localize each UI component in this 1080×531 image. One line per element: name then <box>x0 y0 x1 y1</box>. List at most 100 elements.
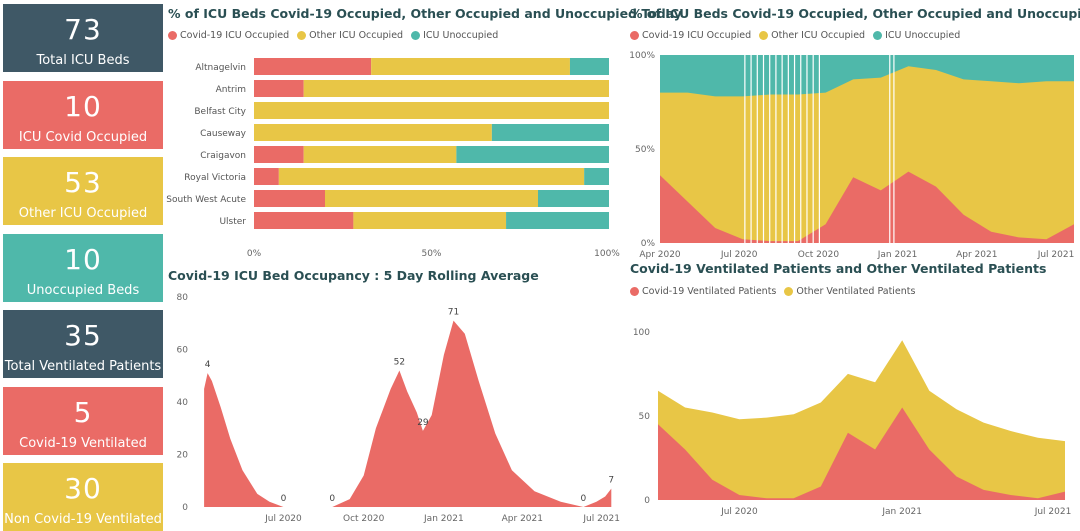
bar-category-label: Ulster <box>219 217 246 227</box>
chart-title-trend: % of ICU Beds Covid-19 Occupied, Other O… <box>630 6 1080 21</box>
kpi-value: 5 <box>73 395 93 429</box>
bar-segment-covid <box>254 80 304 97</box>
kpi-card: 10 Unoccupied Beds <box>3 233 163 302</box>
bar-category-label: South West Acute <box>166 195 246 205</box>
x-tick-label: Jul 2021 <box>1037 250 1075 260</box>
bar-segment-unocc <box>569 58 609 75</box>
chart-title-ventilated: Covid-19 Ventilated Patients and Other V… <box>630 261 1047 276</box>
bar-segment-other <box>371 58 570 75</box>
legend-ventilated: Covid-19 Ventilated Patients Other Venti… <box>630 286 915 297</box>
bar-segment-unocc <box>506 212 609 229</box>
x-tick-label: Jan 2021 <box>423 514 464 524</box>
data-label: 0 <box>329 494 335 504</box>
x-tick-label: Jan 2021 <box>877 250 918 260</box>
y-tick-label: 40 <box>177 398 189 408</box>
legend-item-unocc[interactable]: ICU Unoccupied <box>411 30 498 41</box>
kpi-card: 10 ICU Covid Occupied <box>3 80 163 149</box>
legend-item-unocc[interactable]: ICU Unoccupied <box>873 30 960 41</box>
kpi-card: 73 Total ICU Beds <box>3 4 163 72</box>
bar-segment-other <box>278 168 585 185</box>
data-label: 0 <box>580 494 586 504</box>
kpi-label: Unoccupied Beds <box>26 282 140 298</box>
kpi-label: Total ICU Beds <box>36 53 130 68</box>
x-tick-label: 0% <box>247 249 262 259</box>
legend-item-covid-vent[interactable]: Covid-19 Ventilated Patients <box>630 286 776 297</box>
area-other-ventilated <box>658 340 1065 500</box>
y-tick-label: 60 <box>177 346 189 356</box>
kpi-card: 53 Other ICU Occupied <box>3 157 163 225</box>
kpi-label: Other ICU Occupied <box>18 206 148 221</box>
y-tick-label: 0% <box>641 239 656 249</box>
chart-icu-trend: 0% 50% 100% Apr 2020 Jul 2020 Oct 2020 Jan 202… <box>629 51 1075 260</box>
bar-segment-other <box>325 190 538 207</box>
bar-segment-covid <box>254 146 304 163</box>
bar-category-label: Belfast City <box>194 107 246 117</box>
data-label: 52 <box>394 358 405 368</box>
x-tick-label: Apr 2020 <box>639 250 681 260</box>
legend-item-covid[interactable]: Covid-19 ICU Occupied <box>630 30 751 41</box>
kpi-value: 53 <box>64 166 102 199</box>
bar-segment-other <box>303 80 609 97</box>
legend-item-other-vent[interactable]: Other Ventilated Patients <box>784 286 915 297</box>
bar-segment-other <box>254 124 492 141</box>
x-tick-label: Apr 2021 <box>956 250 997 260</box>
bar-segment-covid <box>254 212 354 229</box>
chart-icu-today: Altnagelvin Antrim Belfast City Causeway Cra… <box>166 58 620 259</box>
chart-title-rolling: Covid-19 ICU Bed Occupancy : 5 Day Rolli… <box>168 268 539 283</box>
area-covid-ventilated <box>658 407 1065 500</box>
bar-category-label: Royal Victoria <box>184 173 246 183</box>
kpi-card: 5 Covid-19 Ventilated <box>3 386 163 455</box>
chart-title-today: % of ICU Beds Covid-19 Occupied, Other O… <box>168 6 682 21</box>
y-tick-label: 80 <box>177 293 189 303</box>
bar-category-label: Craigavon <box>200 151 246 161</box>
x-tick-label: Oct 2020 <box>343 514 385 524</box>
bar-segment-covid <box>254 58 372 75</box>
legend-trend: Covid-19 ICU Occupied Other ICU Occupied… <box>630 30 960 41</box>
y-tick-label: 20 <box>177 451 189 461</box>
bar-segment-covid <box>254 190 325 207</box>
legend-item-other[interactable]: Other ICU Occupied <box>759 30 865 41</box>
area-covid-rolling <box>204 320 612 507</box>
x-tick-label: 100% <box>594 249 620 259</box>
kpi-value: 35 <box>64 319 102 352</box>
x-tick-label: Oct 2020 <box>798 250 840 260</box>
x-tick-label: Jul 2020 <box>720 507 758 517</box>
x-tick-label: Jul 2020 <box>264 514 302 524</box>
x-tick-label: Jul 2021 <box>582 514 620 524</box>
y-tick-label: 0 <box>182 503 188 513</box>
x-tick-label: Jan 2021 <box>881 507 922 517</box>
bar-segment-other <box>353 212 507 229</box>
legend-item-other[interactable]: Other ICU Occupied <box>297 30 403 41</box>
x-tick-label: 50% <box>421 249 441 259</box>
kpi-value: 30 <box>64 472 102 505</box>
chart-rolling-average: 0 20 40 60 80 Jul 2020 Oct 2020 Jan 2021 Apr 202… <box>177 293 620 524</box>
data-label: 7 <box>608 476 614 486</box>
kpi-value: 73 <box>64 13 102 46</box>
kpi-value: 10 <box>64 242 102 276</box>
bar-category-label: Altnagelvin <box>195 63 246 73</box>
y-tick-label: 50% <box>635 145 655 155</box>
bar-category-label: Antrim <box>216 85 246 95</box>
kpi-label: Covid-19 Ventilated <box>19 435 147 451</box>
bar-segment-covid <box>254 168 279 185</box>
legend-today: Covid-19 ICU Occupied Other ICU Occupied… <box>168 30 498 41</box>
data-label: 71 <box>448 308 459 318</box>
area-covid <box>660 171 1074 243</box>
legend-item-covid[interactable]: Covid-19 ICU Occupied <box>168 30 289 41</box>
y-tick-label: 100 <box>633 328 650 338</box>
kpi-card: 30 Non Covid-19 Ventilated <box>3 463 163 531</box>
kpi-card: 35 Total Ventilated Patients <box>3 310 163 378</box>
x-tick-label: Jul 2020 <box>720 250 758 260</box>
bar-category-label: Causeway <box>200 129 247 139</box>
data-label: 0 <box>281 494 287 504</box>
x-tick-label: Jul 2021 <box>1034 507 1072 517</box>
bar-segment-unocc <box>491 124 609 141</box>
kpi-label: Total Ventilated Patients <box>4 359 162 374</box>
bar-segment-unocc <box>584 168 609 185</box>
y-tick-label: 0 <box>644 496 650 506</box>
bar-segment-unocc <box>456 146 609 163</box>
kpi-label: Non Covid-19 Ventilated <box>4 512 162 527</box>
bar-segment-other <box>303 146 457 163</box>
x-tick-label: Apr 2021 <box>502 514 543 524</box>
y-tick-label: 50 <box>639 412 651 422</box>
